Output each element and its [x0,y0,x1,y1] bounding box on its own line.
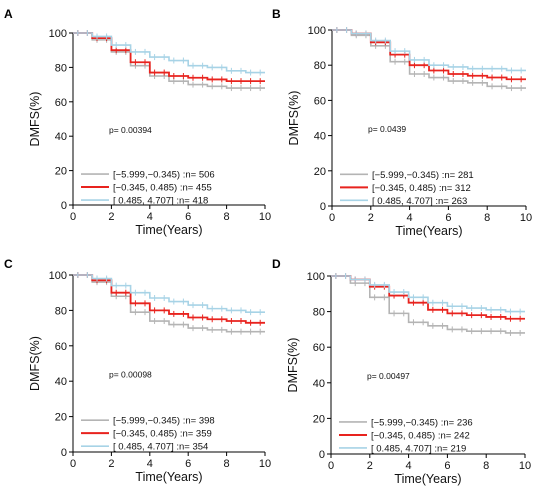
y-tick-label: 40 [55,376,67,388]
x-tick-label: 2 [108,458,114,470]
y-axis-label: DMFS(%) [28,336,42,391]
x-axis-label: Time(Years) [395,224,462,238]
y-tick-label: 40 [313,378,325,390]
panel-a: A 0 20 40 60 80 100 0 2 4 6 8 10 DMFS(%) Time(Years) p=… [4,7,271,237]
x-tick-label: 4 [147,458,153,470]
legend-entry-series-3: [ 0.485, 4.707] :n= 219 [371,443,466,454]
legend-entry-series-2: [−0.345, 0.485) :n= 312 [372,183,471,194]
x-tick-label: 8 [483,460,489,472]
x-tick-label: 0 [328,460,334,472]
y-tick-label: 40 [55,131,67,143]
x-tick-label: 0 [70,458,76,470]
y-tick-label: 100 [49,270,67,282]
legend-entry-series-1: [−5.999,−0.345) :n= 236 [371,417,473,428]
y-axis-label: DMFS(%) [28,92,42,147]
y-tick-label: 40 [314,131,326,143]
legend-entry-series-2: [−0.345, 0.485) :n= 359 [113,429,212,440]
km-curve-series-3 [73,32,265,74]
panel-b: B 0 20 40 60 80 100 0 2 4 6 8 10 DMFS(%) Time(Years) p=… [272,7,532,238]
y-tick-label: 0 [61,200,67,212]
x-tick-label: 8 [224,458,230,470]
x-tick-label: 2 [108,211,114,223]
x-tick-label: 8 [484,212,490,224]
y-tick-label: 20 [314,166,326,178]
x-tick-label: 10 [259,458,271,470]
y-tick-label: 80 [313,307,325,319]
panel-label: D [272,257,281,271]
legend-entry-series-1: [−5.999,−0.345) :n= 398 [113,416,215,427]
y-tick-label: 0 [319,449,325,461]
p-value-label: p= 0.00098 [109,370,152,380]
x-tick-label: 4 [406,460,412,472]
y-tick-label: 80 [55,305,67,317]
x-tick-label: 4 [147,211,153,223]
legend-entry-series-1: [−5.999,−0.345) :n= 506 [113,170,215,181]
y-axis-label: DMFS(%) [286,338,300,393]
y-tick-label: 60 [55,97,67,109]
panel-c: C 0 20 40 60 80 100 0 2 4 6 8 10 DMFS(%) Time(Years) p=… [4,257,271,484]
y-tick-label: 60 [313,342,325,354]
p-value-label: p= 0.0439 [368,124,406,134]
y-tick-label: 20 [55,412,67,424]
panel-label: B [272,7,281,21]
y-tick-label: 20 [313,413,325,425]
y-tick-label: 80 [314,60,326,72]
y-tick-label: 100 [307,271,325,283]
panel-d: D 0 20 40 60 80 100 0 2 4 6 8 10 DMFS(%) Time(Years) p=… [272,257,531,486]
x-tick-label: 6 [445,212,451,224]
x-tick-label: 4 [407,212,413,224]
km-curve-series-3 [331,275,525,313]
x-axis-label: Time(Years) [394,472,461,486]
x-tick-label: 6 [185,211,191,223]
legend-entry-series-3: [ 0.485, 4.707] :n= 354 [113,442,208,453]
legend-entry-series-3: [ 0.485, 4.707] :n= 263 [372,196,467,207]
x-tick-label: 6 [444,460,450,472]
x-axis-label: Time(Years) [135,223,202,237]
x-tick-label: 0 [70,211,76,223]
x-tick-label: 6 [185,458,191,470]
x-tick-label: 2 [367,460,373,472]
legend-entry-series-2: [−0.345, 0.485) :n= 242 [371,430,470,441]
y-axis-label: DMFS(%) [287,91,301,146]
km-curve-series-3 [73,274,265,313]
y-tick-label: 100 [308,25,326,37]
x-tick-label: 8 [224,211,230,223]
y-tick-label: 80 [55,62,67,74]
x-axis-label: Time(Years) [135,470,202,484]
x-tick-label: 2 [368,212,374,224]
y-tick-label: 60 [55,341,67,353]
km-curve-series-3 [332,29,526,72]
x-tick-label: 10 [519,460,531,472]
y-tick-label: 60 [314,95,326,107]
y-tick-label: 0 [61,447,67,459]
y-tick-label: 0 [320,201,326,213]
legend-entry-series-3: [ 0.485, 4.707] :n= 418 [113,196,208,207]
panel-label: C [4,257,13,271]
km-curve-series-1 [73,274,265,333]
x-tick-label: 10 [259,211,271,223]
panel-label: A [4,7,13,21]
x-tick-label: 0 [329,212,335,224]
p-value-label: p= 0.00394 [109,125,152,135]
legend-entry-series-1: [−5.999,−0.345) :n= 281 [372,170,474,181]
y-tick-label: 100 [49,28,67,40]
y-tick-label: 20 [55,166,67,178]
legend-entry-series-2: [−0.345, 0.485) :n= 455 [113,183,212,194]
x-tick-label: 10 [520,212,532,224]
p-value-label: p= 0.00497 [367,371,410,381]
km-curve-series-1 [332,29,526,89]
km-curve-series-2 [332,29,526,81]
